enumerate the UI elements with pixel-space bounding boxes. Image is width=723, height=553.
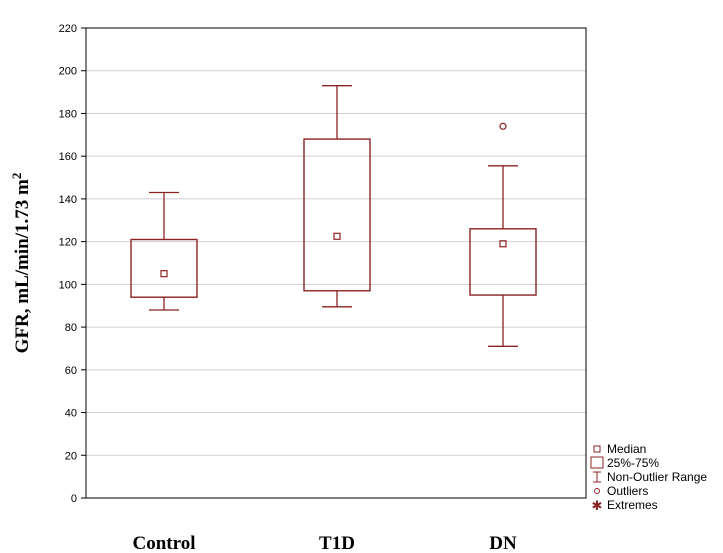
y-tick-label: 160 — [59, 151, 77, 163]
y-tick-label: 40 — [65, 408, 77, 420]
y-tick-label: 20 — [65, 450, 77, 462]
legend-label: Median — [607, 442, 646, 456]
box-dn — [469, 122, 537, 347]
plot-frame — [85, 27, 587, 499]
legend-item-outlier: Outliers — [594, 484, 648, 498]
iqr-box — [130, 238, 198, 298]
median-marker — [499, 240, 507, 248]
median-marker — [160, 270, 168, 278]
y-tick-label: 180 — [59, 108, 77, 120]
box-control — [130, 191, 198, 311]
legend-item-median: Median — [593, 442, 646, 456]
legend-label: Extremes — [607, 498, 658, 512]
legend-label: 25%-75% — [607, 456, 659, 470]
category-label-t1d: T1D — [319, 533, 355, 553]
legend-item-box: 25%-75% — [590, 456, 659, 470]
outlier-point — [499, 122, 507, 130]
legend-label: Outliers — [607, 484, 648, 498]
legend-box-icon — [590, 456, 604, 469]
median-marker — [333, 232, 341, 240]
legend-extreme-icon: ✱ — [592, 499, 603, 514]
iqr-box — [469, 228, 537, 296]
y-axis-title: GFR, mL/min/1.73 m2 — [9, 173, 33, 354]
y-tick-label: 220 — [59, 23, 77, 35]
y-tick-label: 0 — [71, 493, 77, 505]
category-label-dn: DN — [489, 533, 517, 553]
y-tick-label: 100 — [59, 279, 77, 291]
iqr-box — [303, 138, 371, 292]
y-tick-label: 140 — [59, 194, 77, 206]
legend-median-icon — [593, 445, 601, 453]
category-label-control: Control — [133, 533, 196, 553]
y-axis-title-main: GFR, mL/min/1.73 m — [12, 179, 33, 353]
y-tick-label: 80 — [65, 322, 77, 334]
y-axis-ticks: 0 20 40 60 80 100 120 140 160 180 200 220 — [59, 23, 86, 505]
y-tick-label: 120 — [59, 237, 77, 249]
y-tick-label: 200 — [59, 66, 77, 78]
legend-label: Non-Outlier Range — [607, 470, 707, 484]
box-series — [130, 85, 537, 347]
legend-outlier-icon — [594, 488, 600, 494]
category-labels: Control T1D DN — [133, 533, 517, 553]
y-tick-label: 60 — [65, 365, 77, 377]
box-t1d — [303, 85, 371, 308]
legend-item-range: Non-Outlier Range — [593, 470, 707, 484]
grid-lines — [86, 70, 586, 456]
legend-item-extreme: ✱ Extremes — [592, 498, 658, 514]
y-axis-title-superscript: 2 — [9, 173, 24, 180]
